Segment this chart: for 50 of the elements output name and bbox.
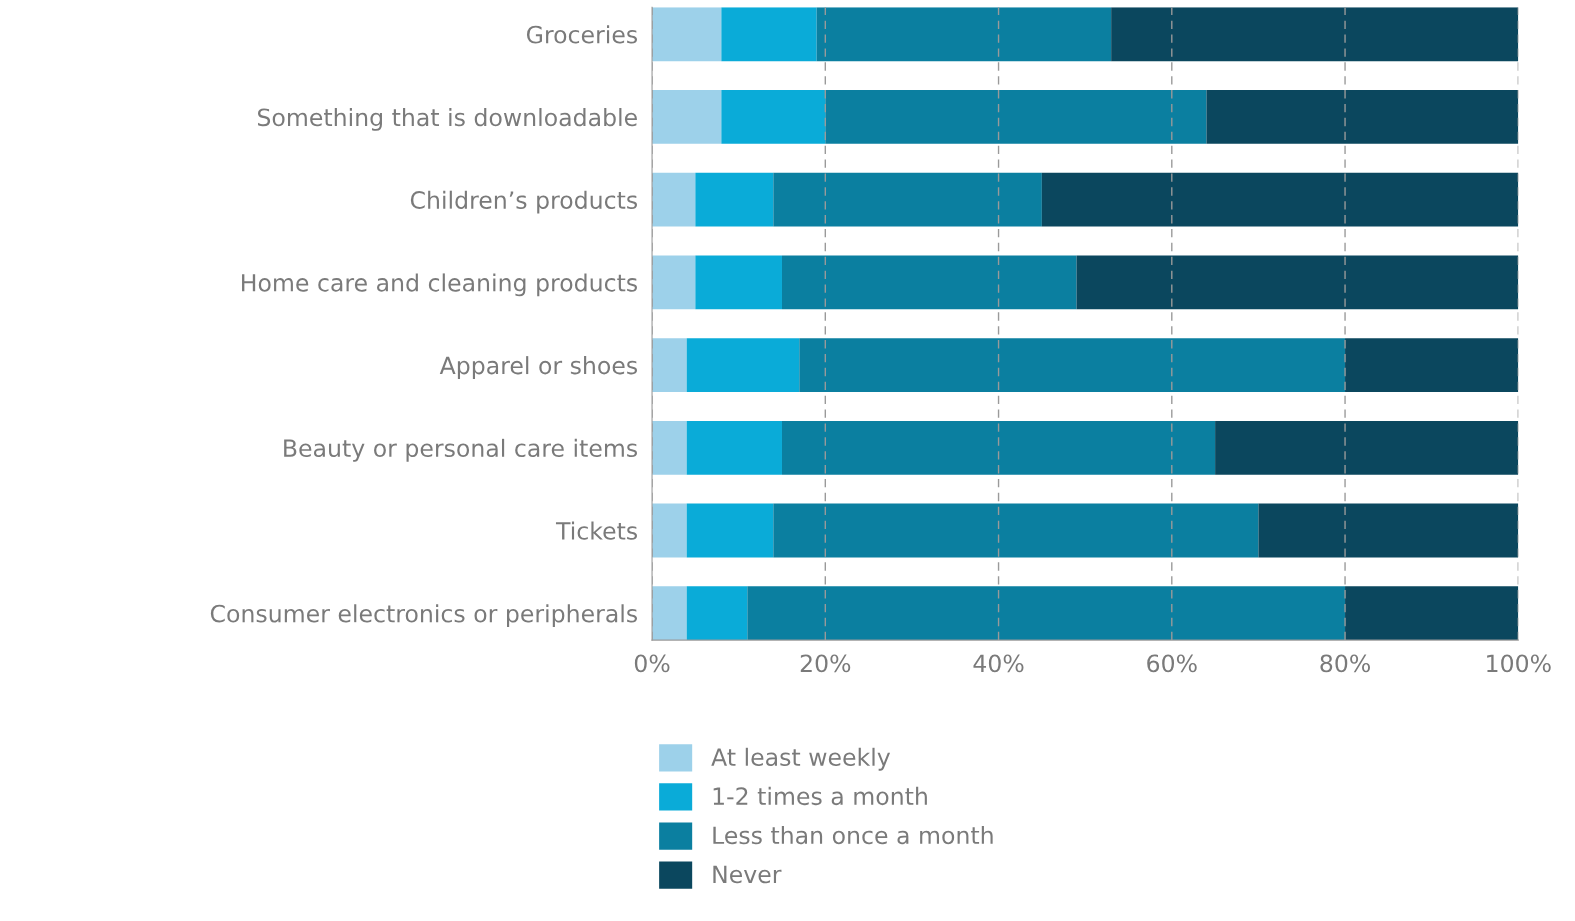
bar [1206, 90, 1519, 144]
bar [652, 90, 722, 144]
bar [652, 503, 687, 558]
y-tick-label: Beauty or personal care items [284, 438, 638, 462]
bar [1041, 172, 1519, 227]
bar [721, 7, 817, 62]
bar [695, 255, 782, 310]
bar [652, 255, 696, 310]
bar [1215, 420, 1519, 475]
bar [825, 90, 1207, 144]
x-tick-label: 100% [1487, 654, 1551, 673]
bar [686, 586, 748, 641]
bar [816, 7, 1112, 62]
bar [652, 586, 687, 641]
bar [781, 255, 1077, 310]
bar [773, 172, 1042, 227]
y-tick-label: Consumer electronics or peripherals [210, 604, 638, 628]
legend-label: 1-2 times a month [713, 786, 927, 806]
bar [721, 90, 826, 144]
x-tick-label: 0% [634, 654, 670, 673]
y-tick-label: Groceries [526, 25, 638, 44]
y-tick-label: Children’s products [410, 190, 638, 214]
bar [695, 172, 774, 227]
y-tick-label: Home care and cleaning products [242, 273, 637, 297]
y-tick-label: Tickets [555, 521, 638, 540]
bar [1345, 338, 1519, 392]
bar [652, 7, 722, 62]
y-tick-label: Something that is downloadable [257, 107, 637, 131]
legend-label: Less than once a month [713, 825, 993, 845]
bar [799, 338, 1346, 392]
y-tick-label: Apparel or shoes [439, 356, 638, 379]
bar [1258, 503, 1519, 558]
bar [773, 503, 1259, 558]
bar [1076, 255, 1519, 310]
bar [652, 338, 687, 392]
bar [781, 420, 1216, 475]
bar [747, 586, 1346, 641]
legend-label: Never [713, 865, 782, 884]
bar [652, 172, 696, 227]
bar [686, 420, 782, 475]
bar [1345, 586, 1519, 641]
bar [652, 420, 687, 475]
x-tick-label: 80% [1320, 654, 1370, 673]
x-tick-label: 60% [1147, 654, 1197, 673]
legend-label: At least weekly [711, 747, 891, 771]
x-tick-label: 20% [800, 654, 851, 673]
bar [686, 503, 774, 558]
bar [1111, 7, 1519, 62]
bar [686, 338, 800, 392]
x-tick-label: 40% [973, 654, 1024, 673]
